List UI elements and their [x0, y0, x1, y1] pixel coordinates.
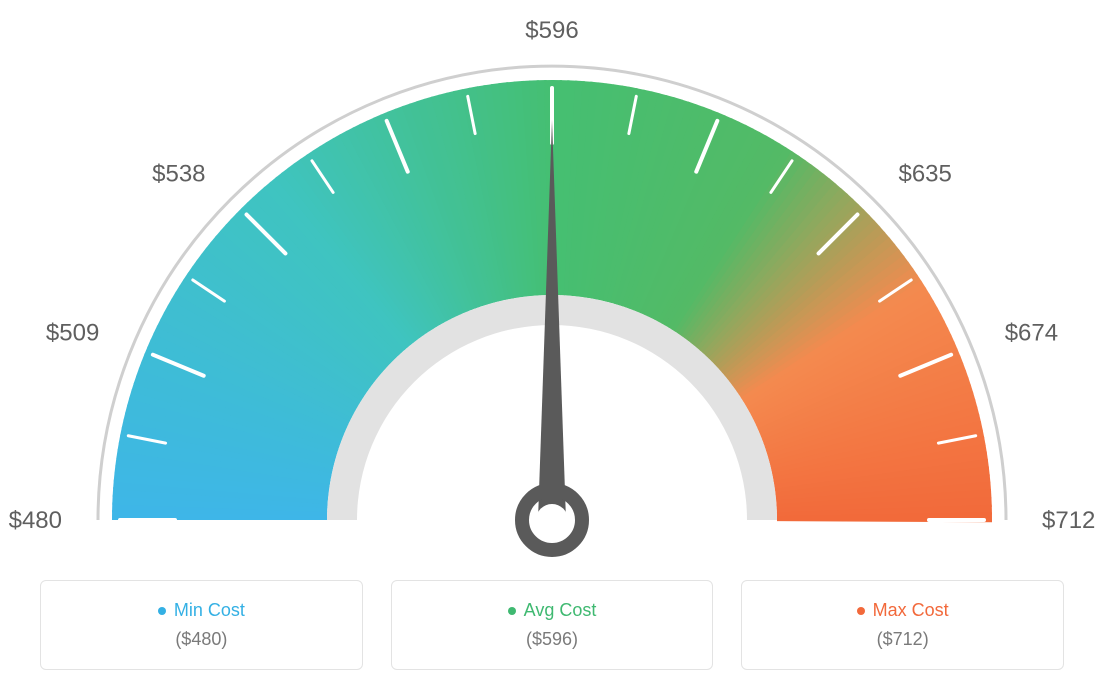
legend-min-label: Min Cost — [174, 600, 245, 621]
svg-text:$635: $635 — [898, 161, 951, 188]
legend-min-value: ($480) — [175, 629, 227, 650]
legend-min-card: Min Cost ($480) — [40, 580, 363, 670]
legend-max-dot — [857, 607, 865, 615]
svg-text:$712: $712 — [1042, 507, 1095, 534]
svg-text:$674: $674 — [1005, 319, 1058, 346]
legend-max-label: Max Cost — [873, 600, 949, 621]
gauge-chart: $480 $509 $538 $596 $635 $674 $712 — [0, 0, 1104, 570]
legend-avg-dot — [508, 607, 516, 615]
legend-max-card: Max Cost ($712) — [741, 580, 1064, 670]
legend-row: Min Cost ($480) Avg Cost ($596) Max Cost… — [0, 580, 1104, 670]
cost-gauge-widget: $480 $509 $538 $596 $635 $674 $712 Min Cost ($… — [0, 0, 1104, 690]
legend-min-dot — [158, 607, 166, 615]
legend-max-value: ($712) — [877, 629, 929, 650]
svg-text:$509: $509 — [46, 319, 99, 346]
legend-avg-card: Avg Cost ($596) — [391, 580, 714, 670]
svg-text:$596: $596 — [525, 17, 578, 44]
legend-avg-value: ($596) — [526, 629, 578, 650]
svg-text:$538: $538 — [152, 161, 205, 188]
svg-text:$480: $480 — [9, 507, 62, 534]
legend-avg-label: Avg Cost — [524, 600, 597, 621]
